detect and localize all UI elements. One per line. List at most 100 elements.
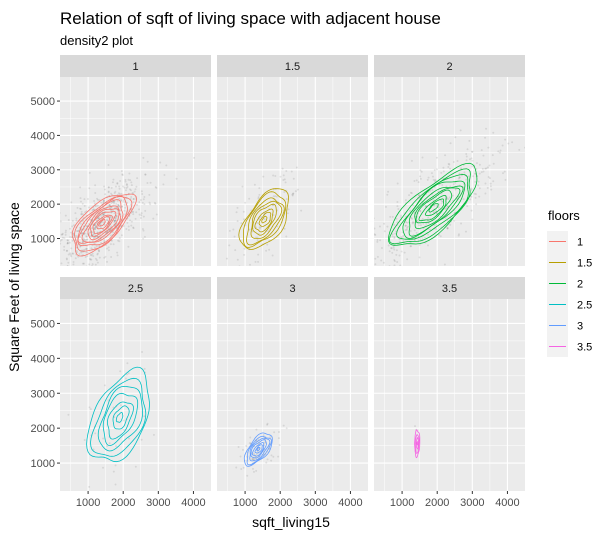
y-tick-label: 2000 [31, 423, 55, 435]
data-point [97, 250, 100, 253]
data-point [282, 174, 285, 177]
data-point [424, 204, 427, 207]
data-point [440, 202, 443, 205]
data-point [431, 188, 434, 191]
x-tick-label: 4000 [495, 497, 519, 509]
data-point [108, 203, 111, 206]
data-point [474, 193, 477, 196]
data-point [277, 431, 280, 434]
data-point [79, 207, 82, 210]
legend: floors 1 1.5 2 2.5 3 3.5 [547, 208, 592, 357]
data-point [419, 169, 422, 172]
data-point [484, 182, 487, 185]
data-point [416, 220, 419, 223]
data-point [85, 265, 88, 266]
data-point [503, 170, 506, 173]
x-tick-label: 2000 [425, 497, 449, 509]
data-point [458, 176, 461, 179]
data-point [126, 185, 129, 188]
data-point [421, 237, 424, 240]
x-tick-label: 4000 [338, 497, 362, 509]
data-point [498, 151, 501, 154]
data-point [253, 452, 256, 455]
data-point [75, 236, 78, 239]
data-point [248, 228, 251, 231]
data-point [125, 187, 128, 190]
data-point [124, 206, 127, 209]
data-point [57, 210, 59, 212]
data-point [123, 203, 126, 206]
data-point [254, 260, 257, 263]
data-point [272, 213, 275, 216]
facet-panel-1-5: 1.5 [217, 55, 368, 266]
data-point [93, 202, 96, 205]
data-point [447, 165, 450, 168]
data-point [481, 167, 484, 170]
data-point [96, 252, 99, 255]
x-tick-label: 4000 [181, 497, 205, 509]
data-point [146, 160, 149, 163]
data-point [100, 201, 103, 204]
data-point [93, 227, 96, 230]
data-point [143, 367, 146, 370]
data-point [410, 159, 413, 162]
data-point [83, 248, 86, 251]
data-point [398, 238, 401, 241]
data-point [117, 239, 120, 242]
data-point [465, 178, 468, 181]
data-point [439, 235, 442, 238]
contour-line [97, 385, 144, 452]
contour-line [71, 193, 138, 257]
data-point [417, 181, 420, 184]
data-point [75, 271, 77, 273]
data-point [397, 207, 400, 210]
data-point [125, 373, 128, 376]
data-point [141, 201, 144, 204]
data-point [376, 240, 379, 243]
data-point [371, 261, 373, 263]
data-point [118, 187, 121, 190]
facet-strip-label: 1 [132, 61, 138, 73]
data-point [89, 235, 92, 238]
data-point [444, 154, 447, 157]
data-point [122, 199, 125, 202]
data-point [79, 245, 82, 248]
data-point [257, 260, 260, 263]
data-point [94, 192, 97, 195]
data-point [269, 436, 272, 439]
data-point [115, 214, 118, 217]
data-point [411, 217, 414, 220]
data-point [243, 253, 246, 256]
data-point [471, 159, 474, 162]
data-point [78, 274, 80, 276]
data-point [140, 190, 143, 193]
data-point [106, 219, 109, 222]
data-point [271, 204, 274, 207]
density-contours [86, 366, 150, 463]
data-point [72, 252, 75, 255]
data-point [102, 221, 105, 224]
data-point [405, 220, 408, 223]
data-point [468, 158, 471, 161]
data-point [85, 251, 88, 254]
data-point [142, 198, 145, 201]
y-tick-label: 3000 [31, 165, 55, 177]
data-point [448, 163, 451, 166]
data-point [142, 229, 145, 232]
data-point [472, 175, 475, 178]
data-point [113, 219, 116, 222]
data-point [67, 267, 69, 269]
data-point [117, 203, 120, 206]
data-point [144, 173, 147, 176]
data-point [140, 212, 143, 215]
data-point [80, 212, 83, 215]
data-point [287, 208, 290, 211]
data-point [449, 142, 452, 145]
data-point [132, 198, 135, 201]
data-point [119, 404, 122, 407]
data-point [70, 201, 73, 204]
data-point [258, 227, 261, 230]
data-point [285, 427, 288, 430]
contour-line [387, 162, 478, 246]
data-point [130, 181, 133, 184]
